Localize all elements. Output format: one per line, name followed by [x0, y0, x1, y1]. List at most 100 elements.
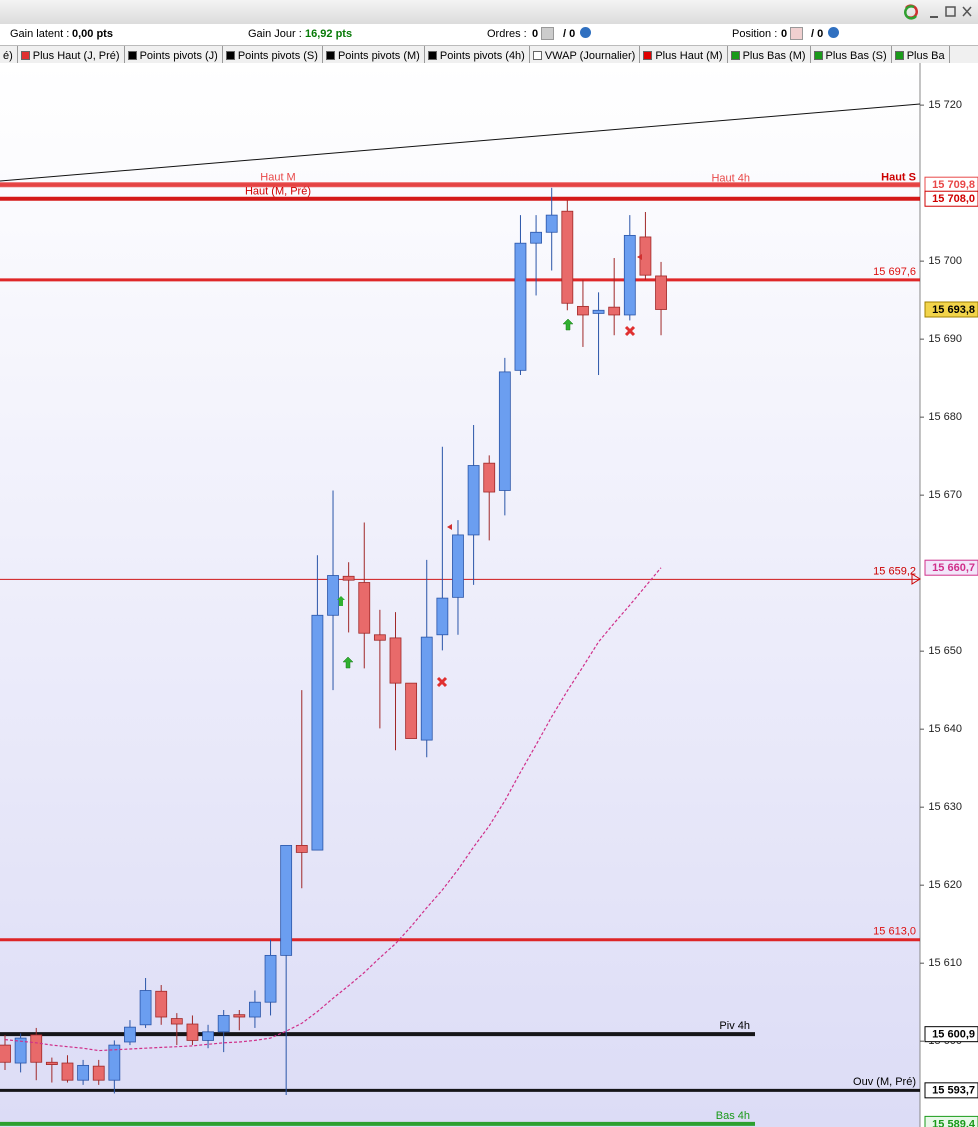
label: Ordres : [487, 28, 527, 40]
candle-body [295, 844, 308, 853]
y-tick-label: 15 670 [928, 489, 962, 501]
sell-cross [436, 676, 448, 688]
level-label: 15 659,2 [873, 565, 916, 577]
legend-item[interactable]: Plus Ba [892, 46, 950, 63]
candle-body [608, 306, 621, 316]
legend-swatch [325, 51, 335, 60]
price-box-label: 15 589,4 [932, 1118, 976, 1127]
legend-label: Points pivots (4h) [439, 49, 525, 62]
price-box [924, 559, 978, 576]
y-tick-label: 15 720 [928, 99, 962, 111]
candle-body [92, 1065, 105, 1081]
level-label: Ouv (M, Pré) [853, 1076, 916, 1088]
value: 0 [781, 28, 788, 40]
candle-body [514, 242, 527, 371]
label: Gain Jour : [248, 28, 302, 40]
legend-item[interactable]: Plus Haut (M) [640, 46, 728, 63]
candle-body [545, 214, 558, 233]
gear-icon[interactable] [828, 27, 839, 38]
legend-label: VWAP (Journalier) [544, 49, 636, 62]
legend-swatch [643, 51, 653, 60]
candle-body [420, 636, 433, 741]
legend-item[interactable]: Points pivots (4h) [425, 46, 530, 63]
close-icon[interactable] [962, 6, 972, 17]
maximize-icon[interactable] [945, 6, 956, 17]
y-tick-label: 15 680 [928, 411, 962, 423]
y-tick-label: 15 700 [928, 255, 962, 267]
candle-body [280, 844, 293, 956]
candle-body [436, 597, 449, 636]
label: Position : [732, 28, 778, 40]
legend-swatch [127, 51, 137, 60]
candle-body [45, 1061, 58, 1065]
level-label: Haut (M, Pré) [245, 186, 311, 198]
candle-body [217, 1015, 230, 1033]
candle-body [561, 210, 574, 304]
legend-item[interactable]: Plus Haut (J, Pré) [18, 46, 125, 63]
legend-label: Points pivots (J) [139, 49, 218, 62]
y-tick-label: 15 630 [928, 801, 962, 813]
legend-label: Points pivots (S) [237, 49, 318, 62]
legend-item[interactable]: Plus Bas (M) [728, 46, 811, 63]
legend-item[interactable]: é) [0, 46, 18, 63]
candle-body [483, 462, 496, 493]
price-box [924, 1026, 978, 1043]
legend-swatch [730, 51, 740, 60]
legend-label: é) [3, 49, 13, 62]
legend-swatch [20, 51, 30, 60]
signal-markers [337, 254, 921, 688]
y-tick-label: 15 610 [928, 957, 962, 969]
candle-body [0, 1044, 11, 1063]
legend-item[interactable]: VWAP (Journalier) [530, 46, 641, 63]
level-label: 15 697,6 [873, 266, 916, 278]
candle-body [467, 465, 480, 536]
candle-body [498, 371, 511, 491]
marker-triangle [911, 573, 921, 585]
price-box [924, 190, 978, 207]
legend-item[interactable]: Plus Bas (S) [811, 46, 892, 63]
sell-cross [624, 325, 636, 337]
price-box [924, 1115, 978, 1127]
legend-label: Plus Haut (J, Pré) [32, 49, 120, 62]
axis-background [920, 63, 978, 1127]
legend-label: Plus Haut (M) [655, 49, 723, 62]
info-bar: Gain latent : 0,00 pts Gain Jour : 16,92… [0, 24, 978, 46]
candle-body [577, 305, 589, 316]
candle-body [530, 231, 542, 244]
legend-item[interactable]: Points pivots (M) [323, 46, 425, 63]
y-tick-label: 15 690 [928, 333, 962, 345]
gear-icon[interactable] [580, 27, 591, 38]
candle-body [77, 1064, 89, 1081]
legend-label: Plus Ba [906, 49, 945, 62]
legend-swatch [532, 51, 542, 60]
marker-triangle [637, 254, 642, 260]
candle-body [249, 1001, 261, 1018]
vwap-line [4, 567, 662, 1052]
value: 16,92 pts [305, 28, 353, 40]
position-icon[interactable] [790, 27, 803, 40]
price-box-label: 15 693,8 [932, 304, 975, 316]
price-box-label: 15 660,7 [932, 562, 975, 574]
level-label: Haut S [881, 172, 916, 184]
level-label: Piv 4h [719, 1020, 750, 1032]
legend-swatch [894, 51, 904, 60]
price-box-label: 15 708,0 [932, 193, 975, 205]
orders-icon[interactable] [541, 27, 554, 40]
legend-label: Points pivots (M) [337, 49, 420, 62]
window-icons [904, 4, 972, 20]
y-tick-label: 15 650 [928, 645, 962, 657]
y-tick-label: 15 620 [928, 879, 962, 891]
legend-label: Plus Bas (M) [742, 49, 806, 62]
level-label: Bas 4h [716, 1110, 750, 1122]
y-tick-label: 15 640 [928, 723, 962, 735]
legend-item[interactable]: Points pivots (S) [223, 46, 323, 63]
price-box [924, 301, 978, 318]
trend-line [0, 103, 921, 182]
candle-body [30, 1034, 43, 1063]
candle-body [342, 575, 355, 581]
candle-body [311, 614, 324, 851]
candle-body [170, 1018, 183, 1025]
label: Gain latent : [10, 28, 70, 40]
legend-item[interactable]: Points pivots (J) [125, 46, 223, 63]
